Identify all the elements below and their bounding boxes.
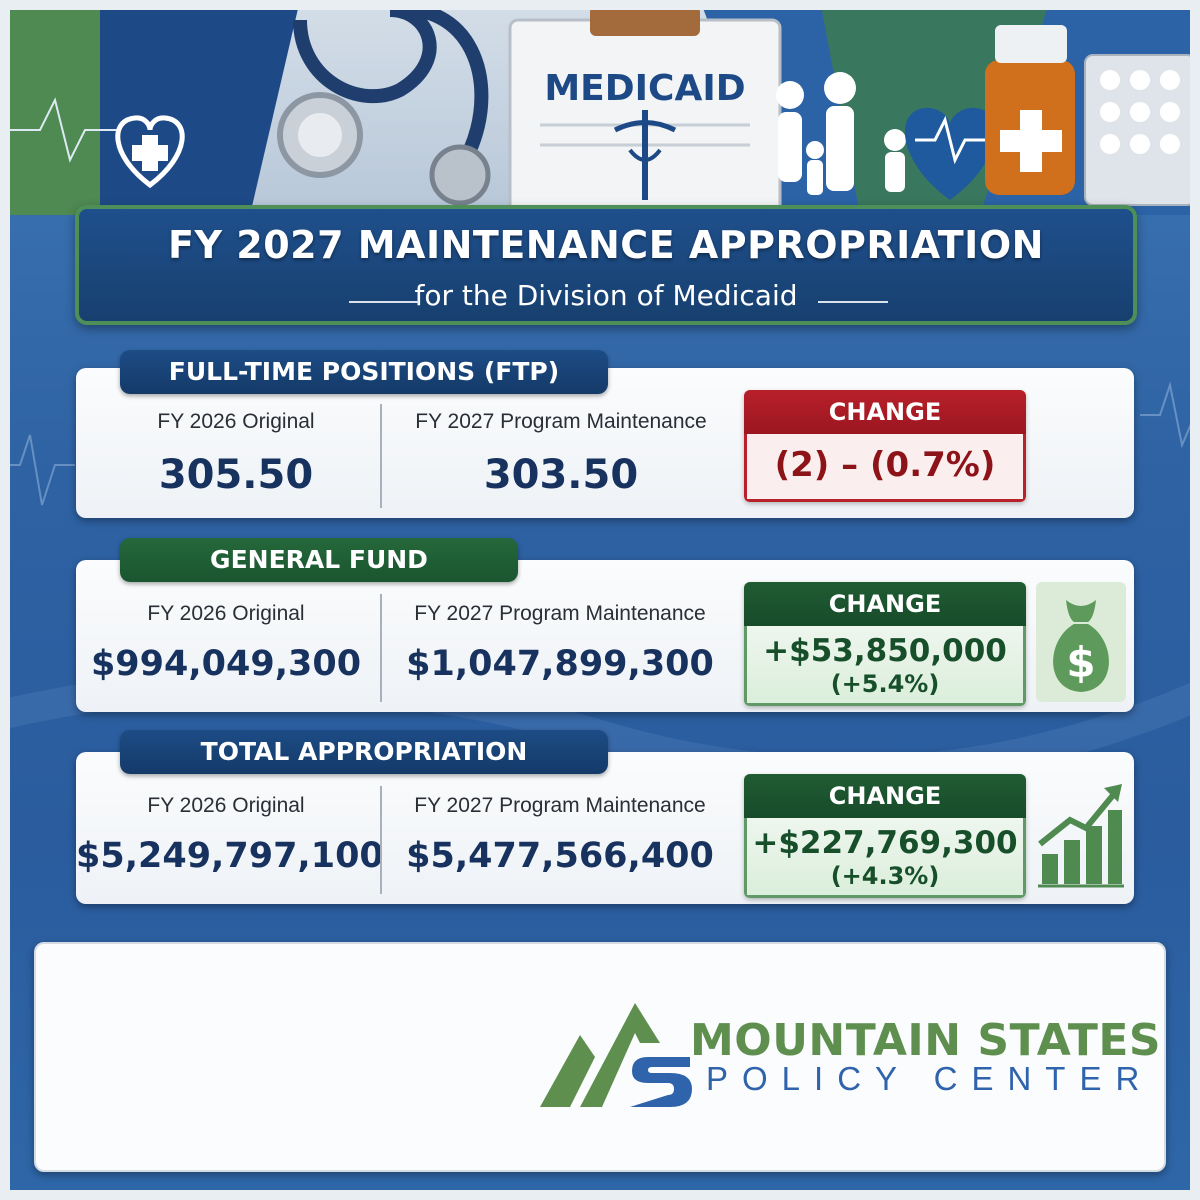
column-divider — [380, 786, 382, 894]
subtitle-right-rule — [818, 301, 888, 303]
ftp-original-label: FY 2026 Original — [157, 410, 315, 433]
gf-change-value: +$53,850,000 — [763, 633, 1007, 669]
svg-text:$: $ — [1066, 638, 1095, 687]
ftp-change-value: (2) – (0.7%) — [744, 434, 1026, 502]
column-divider — [380, 404, 382, 508]
ftp-tab: FULL-TIME POSITIONS (FTP) — [120, 350, 608, 394]
logo-text-primary: MOUNTAIN STATES — [690, 1015, 1162, 1066]
gf-maintenance-value: $1,047,899,300 — [406, 644, 714, 684]
ftp-change-box: CHANGE (2) – (0.7%) — [744, 390, 1026, 502]
total-maintenance-label: FY 2027 Program Maintenance — [414, 794, 706, 817]
mountain-states-logo-mark — [540, 1003, 692, 1107]
total-maintenance-value: $5,477,566,400 — [406, 836, 714, 876]
footer-panel — [34, 942, 1166, 1172]
total-change-value: +$227,769,300 — [752, 825, 1018, 861]
heart-cross-icon — [115, 115, 185, 189]
total-change-body: +$227,769,300 (+4.3%) — [744, 818, 1026, 898]
ftp-maintenance-value: 303.50 — [483, 452, 639, 498]
pill-bottle-icon — [985, 25, 1075, 195]
ftp-maintenance-label: FY 2027 Program Maintenance — [415, 410, 707, 433]
medicaid-label: MEDICAID — [544, 68, 745, 109]
total-original-value: $5,249,797,100 — [76, 836, 384, 876]
money-bag-icon: $ — [1036, 582, 1126, 702]
pill-blister-icon — [1084, 54, 1196, 206]
gf-change-box: CHANGE +$53,850,000 (+5.4%) — [744, 582, 1026, 706]
ftp-section: FY 2026 Original 305.50 FY 2027 Program … — [76, 368, 1134, 518]
column-divider — [380, 594, 382, 702]
total-tab: TOTAL APPROPRIATION — [120, 730, 608, 774]
gf-original-label: FY 2026 Original — [147, 602, 305, 625]
gf-original-value: $994,049,300 — [90, 644, 362, 684]
gf-maintenance-label: FY 2027 Program Maintenance — [414, 602, 706, 625]
page-title: FY 2027 MAINTENANCE APPROPRIATION — [168, 223, 1044, 267]
heart-pulse-icon — [904, 107, 996, 200]
total-change-box: CHANGE +$227,769,300 (+4.3%) — [744, 774, 1026, 898]
general-fund-tab: GENERAL FUND — [120, 538, 518, 582]
gf-change-percent: (+5.4%) — [830, 670, 940, 698]
clipboard-icon: MEDICAID — [508, 6, 782, 215]
gf-change-label: CHANGE — [744, 582, 1026, 626]
growth-chart-icon — [1038, 784, 1124, 888]
title-banner: FY 2027 MAINTENANCE APPROPRIATION for th… — [75, 205, 1137, 325]
gf-change-body: +$53,850,000 (+5.4%) — [744, 626, 1026, 706]
general-fund-section: FY 2026 Original $994,049,300 FY 2027 Pr… — [76, 560, 1134, 712]
subtitle-left-rule — [349, 301, 419, 303]
ftp-change-label: CHANGE — [744, 390, 1026, 434]
family-icon — [776, 72, 906, 195]
stethoscope-icon — [277, 2, 491, 206]
ftp-original-value: 305.50 — [158, 452, 314, 498]
total-change-percent: (+4.3%) — [830, 862, 940, 890]
total-change-label: CHANGE — [744, 774, 1026, 818]
total-original-label: FY 2026 Original — [147, 794, 305, 817]
page-subtitle: for the Division of Medicaid — [414, 279, 798, 312]
logo-text-secondary: POLICY CENTER — [706, 1060, 1154, 1097]
header-illustration: MEDICAID — [0, 0, 1200, 215]
total-section: FY 2026 Original $5,249,797,100 FY 2027 … — [76, 752, 1134, 904]
